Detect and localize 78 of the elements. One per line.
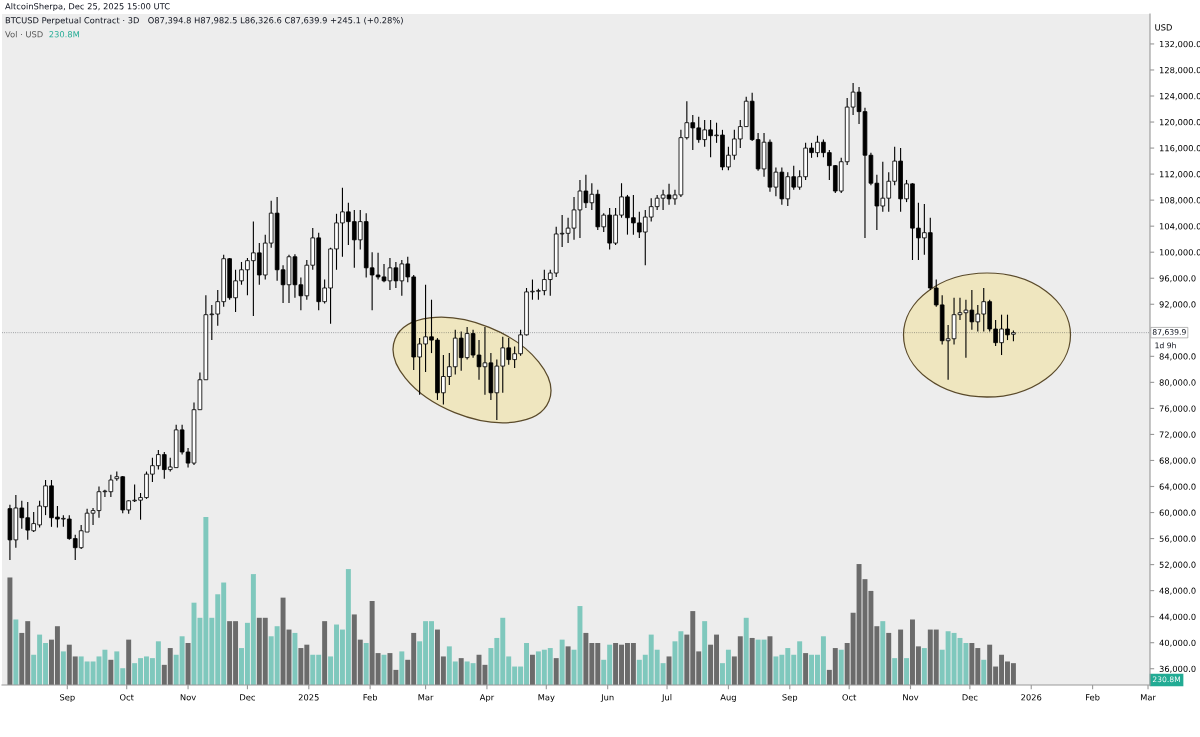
x-tick-label: May <box>538 694 555 703</box>
x-tick-label: 2025 <box>298 694 319 701</box>
bar <box>743 617 749 685</box>
y-tick-label: 132,000.0 <box>1159 40 1200 49</box>
bar <box>399 651 405 685</box>
y-tick-label: 68,000.0 <box>1159 457 1196 465</box>
y-tick-label: 36,000.0 <box>1159 665 1196 673</box>
y-tick-label: 60,000.0 <box>1159 509 1196 517</box>
y-tick-label: 96,000.0 <box>1159 275 1196 283</box>
y-tick-label: 52,000.0 <box>1159 561 1196 569</box>
y-tick-label: 124,000.0 <box>1159 92 1200 101</box>
bar <box>898 629 904 685</box>
bar <box>880 621 886 685</box>
bar <box>921 648 927 685</box>
bar <box>363 643 369 685</box>
x-tick-label: 2026 <box>1021 694 1042 701</box>
bar <box>666 656 672 685</box>
text: AltcoinSherpa, Dec 25, 2025 15:00 UTC <box>5 2 170 12</box>
x-tick-label: Oct <box>119 694 134 701</box>
y-tick-label: 92,000.0 <box>1159 301 1196 309</box>
bar <box>767 636 773 685</box>
bar <box>838 649 844 685</box>
chart-title: Vol · USD <box>5 30 43 38</box>
bar <box>185 643 191 685</box>
annotation: 230.8M <box>49 31 80 38</box>
bar <box>458 658 464 685</box>
x-tick-label: Aug <box>720 694 736 703</box>
x-tick-label: Feb <box>363 694 378 701</box>
bar <box>13 619 19 685</box>
y-axis-title: USD <box>1155 24 1172 31</box>
x-tick-label: Sep <box>60 694 75 703</box>
bar <box>892 658 898 685</box>
bar <box>529 654 535 685</box>
bar <box>60 651 66 685</box>
y-tick-label: 44,000.0 <box>1159 613 1196 621</box>
bar <box>904 658 910 685</box>
y-tick-label: 84,000.0 <box>1159 353 1196 361</box>
y-tick-label: 48,000.0 <box>1159 587 1196 595</box>
y-tick-label: 72,000.0 <box>1159 431 1196 439</box>
bar <box>886 632 892 685</box>
x-tick-label: Mar <box>418 694 434 701</box>
bar <box>553 658 559 685</box>
y-tick-label: 128,000.0 <box>1159 66 1200 75</box>
bar <box>749 637 755 685</box>
x-tick-label: Mar <box>1140 694 1156 701</box>
x-tick-label: Apr <box>479 694 495 703</box>
bar <box>565 646 571 685</box>
bar <box>702 621 708 685</box>
y-tick-label: 80,000.0 <box>1159 379 1196 387</box>
y-tick-label: 120,000.0 <box>1159 119 1200 127</box>
bar <box>108 659 114 685</box>
y-tick-label: 56,000.0 <box>1159 535 1196 543</box>
chart-title: BTCUSD Perpetual Contract · 3D <box>5 16 139 26</box>
bar <box>322 621 328 685</box>
y-tick-label: 116,000.0 <box>1159 145 1200 153</box>
y-tick-label: 76,000.0 <box>1159 405 1196 413</box>
y-tick-label: 112,000.0 <box>1159 171 1200 179</box>
x-tick-label: Jul <box>661 694 672 703</box>
x-tick-label: Dec <box>240 694 255 701</box>
x-tick-label: Feb <box>1086 694 1100 701</box>
y-tick-label: 40,000.0 <box>1159 639 1196 647</box>
x-tick-label: Dec <box>962 694 978 701</box>
bar <box>126 639 132 685</box>
y-tick-label: 100,000.0 <box>1159 249 1200 257</box>
y-tick-label: 104,000.0 <box>1159 223 1200 231</box>
y-tick-label: 64,000.0 <box>1159 483 1196 491</box>
y-tick-label: 108,000.0 <box>1159 197 1200 205</box>
chart-subtitle: O87,394.8 H87,982.5 L86,326.6 C87,639.9 +245.1 (+0.28%) <box>148 16 403 25</box>
x-tick-label: Oct <box>842 694 857 701</box>
bar <box>7 577 13 685</box>
x-tick-label: Nov <box>180 694 196 701</box>
bar <box>981 659 987 685</box>
bar <box>292 632 298 685</box>
x-tick-label: Nov <box>903 694 919 701</box>
bar <box>803 653 809 685</box>
x-tick-label: Jun <box>600 694 614 703</box>
bar <box>559 639 565 685</box>
x-tick-label: Sep <box>782 694 798 703</box>
